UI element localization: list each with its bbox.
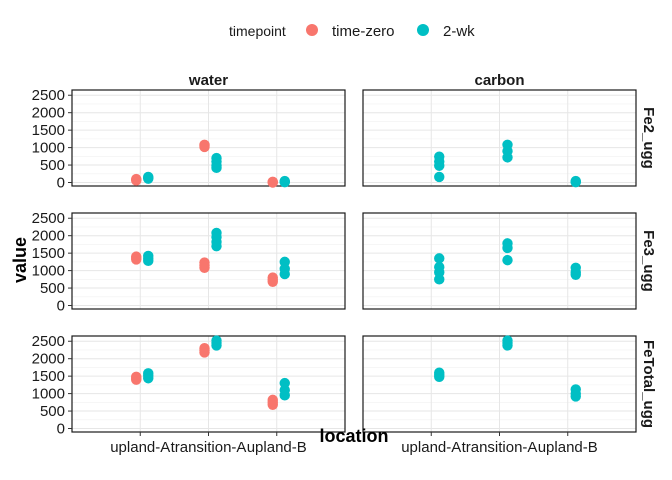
data-point-time-zero: [199, 140, 210, 151]
legend-label-time-zero: time-zero: [332, 23, 395, 40]
legend-key-2-wk: [417, 24, 429, 36]
facet-strip-water: water: [188, 72, 228, 89]
y-tick-label: 2000: [32, 228, 65, 245]
data-point-2-wk: [434, 369, 445, 380]
data-point-2-wk: [143, 370, 154, 381]
legend-title: timepoint: [229, 23, 286, 39]
panel-border: [362, 212, 637, 310]
data-point-2-wk: [502, 337, 513, 349]
data-point-time-zero: [199, 345, 210, 356]
y-tick-label: 2500: [32, 210, 65, 227]
data-point-2-wk: [502, 254, 513, 266]
x-tick-label: upland-A: [110, 439, 170, 456]
legend-key-time-zero: [306, 24, 318, 36]
x-tick-label: upland-B: [247, 439, 307, 456]
data-point-time-zero: [131, 173, 142, 185]
y-tick-label: 2000: [32, 351, 65, 368]
data-point-time-zero: [267, 397, 278, 408]
y-tick-label: 500: [40, 157, 65, 174]
panel-Fe3_ugg-carbon: [362, 212, 637, 310]
data-point-2-wk: [502, 152, 513, 163]
facet-strip-carbon: carbon: [474, 72, 524, 89]
data-point-2-wk: [211, 240, 222, 252]
data-point-2-wk: [570, 269, 581, 280]
y-tick-label: 0: [57, 298, 65, 315]
facet-strip-Fe3_ugg: Fe3_ugg: [640, 230, 657, 292]
data-point-2-wk: [211, 337, 222, 349]
data-point-2-wk: [434, 171, 445, 183]
panel-border: [362, 89, 637, 187]
data-point-2-wk: [434, 253, 445, 264]
data-point-time-zero: [267, 176, 278, 188]
data-point-2-wk: [570, 176, 581, 188]
data-point-2-wk: [143, 253, 154, 264]
y-tick-label: 1500: [32, 122, 65, 139]
x-tick-label: transition-A: [462, 439, 538, 456]
y-tick-label: 0: [57, 421, 65, 438]
y-tick-label: 1000: [32, 263, 65, 280]
y-tick-label: 1000: [32, 140, 65, 157]
facet-strip-Fe2_ugg: Fe2_ugg: [640, 107, 657, 169]
y-tick-label: 2500: [32, 87, 65, 104]
data-point-time-zero: [267, 274, 278, 285]
x-tick-label: upland-B: [538, 439, 598, 456]
facet-panels: water carbonFe2_uggFe3_uggFeTotal_ugg0500…: [32, 72, 657, 456]
data-point-time-zero: [199, 260, 210, 271]
y-tick-label: 2000: [32, 105, 65, 122]
panel-Fe2_ugg-carbon: [362, 89, 637, 187]
y-axis-title: value: [10, 237, 30, 283]
panel-border: [71, 212, 346, 310]
data-point-2-wk: [279, 390, 290, 401]
data-point-2-wk: [279, 176, 290, 188]
x-tick-label: transition-A: [171, 439, 247, 456]
y-tick-label: 0: [57, 175, 65, 192]
legend: timepoint time-zero 2-wk: [229, 23, 475, 40]
data-point-2-wk: [211, 162, 222, 174]
y-tick-label: 1500: [32, 368, 65, 385]
data-point-2-wk: [570, 391, 581, 402]
data-point-time-zero: [131, 252, 142, 264]
panel-border: [71, 89, 346, 187]
data-point-time-zero: [131, 373, 142, 384]
y-tick-label: 500: [40, 280, 65, 297]
y-tick-label: 2500: [32, 333, 65, 350]
y-tick-label: 1500: [32, 245, 65, 262]
legend-label-2-wk: 2-wk: [443, 23, 475, 40]
y-tick-label: 500: [40, 403, 65, 420]
panel-Fe2_ugg-water: [71, 89, 346, 187]
data-point-2-wk: [279, 268, 290, 280]
data-point-2-wk: [502, 242, 513, 254]
facet-strip-FeTotal_ugg: FeTotal_ugg: [640, 340, 657, 428]
data-point-2-wk: [434, 274, 445, 285]
y-tick-label: 1000: [32, 386, 65, 403]
data-point-2-wk: [434, 160, 445, 171]
x-axis-title: location: [319, 426, 388, 446]
panel-FeTotal_ugg-carbon: [362, 335, 637, 433]
data-point-2-wk: [143, 172, 154, 183]
x-tick-label: upland-A: [401, 439, 461, 456]
